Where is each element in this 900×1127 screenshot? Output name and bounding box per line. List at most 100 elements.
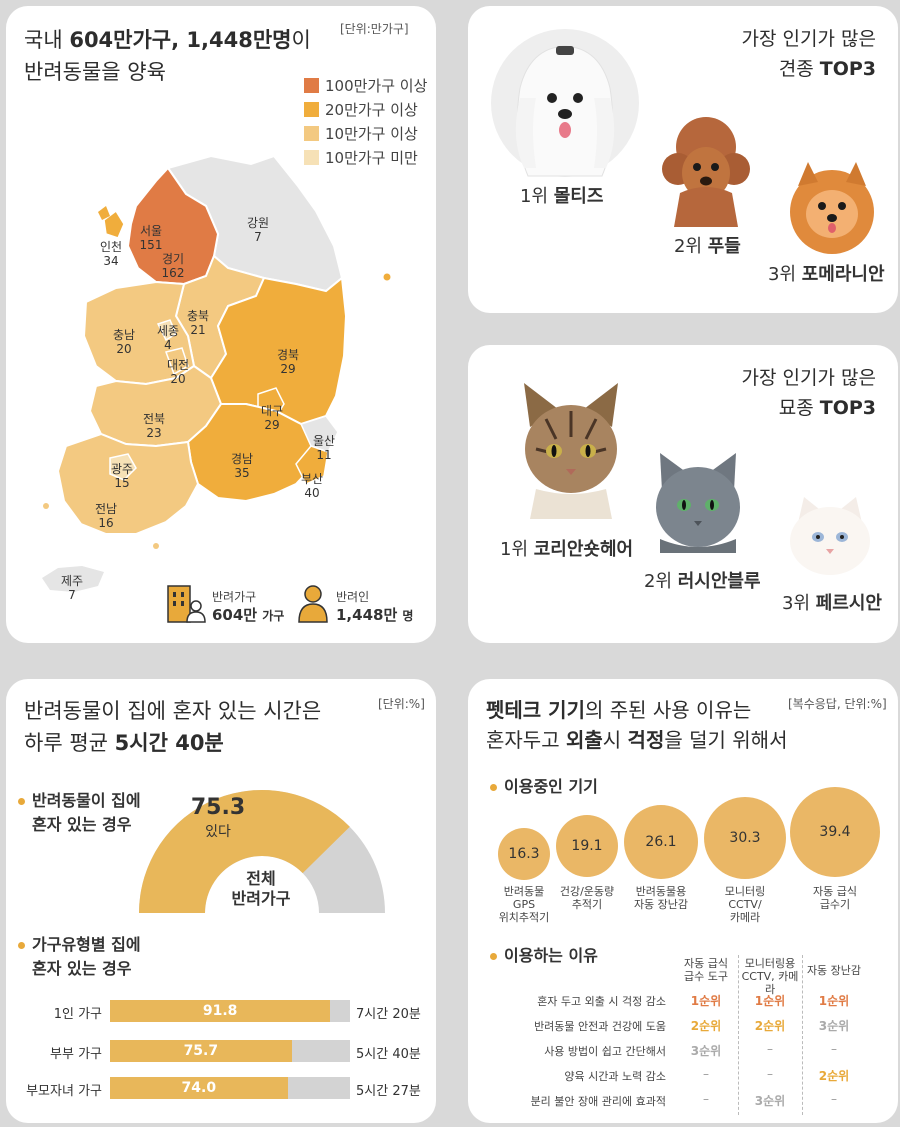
dog-card-title: 가장 인기가 많은 견종 TOP3 <box>741 28 876 80</box>
region-busan <box>295 445 329 485</box>
table-cell: – <box>831 1092 837 1106</box>
dog-rank-3: 3위 포메라니안 <box>768 264 885 285</box>
cat-card: 가장 인기가 많은 묘종 TOP3 1위 코리안숏헤어 2위 러시안블루 <box>468 345 898 643</box>
table-column-header: 자동 급식 급수 도구 <box>684 957 728 983</box>
region-label-jeju: 제주 7 <box>60 574 84 602</box>
households-stat: 반려가구 604만 가구 <box>212 590 285 624</box>
region-label-incheon: 인천 34 <box>99 240 123 268</box>
device-label: 반려동물 GPS 위치추적기 <box>498 885 550 924</box>
region-label-gangwon: 강원 7 <box>246 216 270 244</box>
table-row-label: 혼자 두고 외출 시 걱정 감소 <box>537 995 666 1008</box>
table-cell: 1순위 <box>818 994 850 1008</box>
region-label-jeonnam: 전남 16 <box>94 502 118 530</box>
section-heading-household: 가구유형별 집에 혼자 있는 경우 <box>18 933 141 981</box>
pomeranian-image <box>790 162 874 254</box>
poodle-image <box>662 117 750 227</box>
table-cell: – <box>767 1042 773 1056</box>
unit-label: [단위:%] <box>378 697 425 711</box>
device-label: 모니터링 CCTV/카메라 <box>724 885 766 924</box>
table-cell: – <box>703 1067 709 1081</box>
table-column-header: 자동 장난감 <box>806 964 862 977</box>
table-row-label: 사용 방법이 쉽고 간단해서 <box>544 1045 666 1058</box>
table-cell: 2순위 <box>754 1019 786 1033</box>
table-row-label: 반려동물 안전과 건강에 도움 <box>534 1020 666 1033</box>
table-cell: – <box>767 1067 773 1081</box>
device-bubble: 19.1 <box>556 815 618 877</box>
region-label-daegu: 대구 29 <box>260 404 284 432</box>
person-icon <box>296 582 330 624</box>
bar-fill: 74.0 <box>110 1077 288 1099</box>
region-ulsan <box>299 415 339 453</box>
bar-fill: 91.8 <box>110 1000 331 1022</box>
table-cell: 2순위 <box>818 1069 850 1083</box>
device-label: 건강/운동량 추적기 <box>559 885 615 911</box>
pettech-title: 펫테크 기기의 주된 사용 이유는 혼자두고 외출시 걱정을 덜기 위해서 <box>486 698 788 752</box>
unit-label: [단위:만가구] <box>340 22 409 36</box>
section-heading-reasons: 이용하는 이유 <box>490 944 598 968</box>
bar-track: 91.8 <box>110 1000 350 1022</box>
korea-map <box>42 154 391 592</box>
persian-image <box>790 497 870 575</box>
region-label-daejeon: 대전 20 <box>166 358 190 386</box>
bar-fill: 75.7 <box>110 1040 292 1062</box>
bar-label: 1인 가구 <box>53 1007 102 1022</box>
section-heading-devices: 이용중인 기기 <box>490 775 598 799</box>
table-column-header: 모니터링용 CCTV, 카메라 <box>741 957 799 996</box>
russian-blue-image <box>656 453 740 553</box>
people-stat: 반려인 1,448만 명 <box>336 590 414 624</box>
bar-time: 5시간 27분 <box>356 1084 421 1099</box>
region-gyeongbuk <box>209 276 348 426</box>
bar-track: 74.0 <box>110 1077 350 1099</box>
table-cell: 3순위 <box>754 1094 786 1108</box>
gauge-center-label: 전체 반려가구 <box>231 869 291 908</box>
device-bubble: 16.3 <box>498 828 550 880</box>
device-bubble: 26.1 <box>624 805 698 879</box>
device-label: 자동 급식 급수기 <box>813 885 857 911</box>
table-cell: 3순위 <box>690 1044 722 1058</box>
section-heading-alone: 반려동물이 집에 혼자 있는 경우 <box>18 789 141 837</box>
cat-card-title: 가장 인기가 많은 묘종 TOP3 <box>741 367 876 419</box>
dog-rank-1: 1위 몰티즈 <box>520 186 604 207</box>
region-jeju <box>42 566 104 592</box>
region-label-jeonbuk: 전북 23 <box>142 412 166 440</box>
alone-gauge <box>139 789 385 913</box>
region-label-busan: 부산 40 <box>300 472 324 500</box>
region-label-gyeonggi: 경기 162 <box>161 252 185 280</box>
korean-shorthair-image <box>524 383 618 519</box>
table-row-label: 양육 시간과 노력 감소 <box>564 1070 666 1083</box>
cat-rank-1: 1위 코리안숏헤어 <box>500 539 634 560</box>
dog-rank-2: 2위 푸들 <box>674 236 741 257</box>
region-jeonnam <box>56 432 200 535</box>
table-cell: 3순위 <box>818 1019 850 1033</box>
cat-rank-2: 2위 러시안블루 <box>644 571 761 592</box>
legend-item: 100만가구 이상 <box>304 75 427 96</box>
region-daejeon <box>165 347 189 376</box>
device-label: 반려동물용 자동 장난감 <box>633 885 689 911</box>
device-bubble: 30.3 <box>704 797 786 879</box>
legend-item: 20만가구 이상 <box>304 99 418 120</box>
alone-time-card: 반려동물이 집에 혼자 있는 시간은 하루 평균 5시간 40분 [단위:%] … <box>6 679 436 1123</box>
unit-label: [복수응답, 단위:%] <box>788 697 887 711</box>
table-cell: 1순위 <box>754 994 786 1008</box>
cat-rank-3: 3위 페르시안 <box>782 593 882 614</box>
table-row-label: 분리 불안 장애 관리에 효과적 <box>530 1095 666 1108</box>
household-icon <box>166 582 206 624</box>
bar-track: 75.7 <box>110 1040 350 1062</box>
maltese-image <box>491 29 639 177</box>
region-gwangju <box>109 453 137 481</box>
table-cell: 2순위 <box>690 1019 722 1033</box>
device-bubble: 39.4 <box>790 787 880 877</box>
table-cell: – <box>703 1092 709 1106</box>
legend-item: 10만가구 미만 <box>304 147 418 168</box>
region-label-gwangju: 광주 15 <box>110 462 134 490</box>
bar-time: 5시간 40분 <box>356 1047 421 1062</box>
region-label-ulsan: 울산 11 <box>312 434 336 462</box>
gauge-value: 75.3 있다 <box>190 795 246 840</box>
dog-card: 가장 인기가 많은 견종 TOP3 1위 몰티즈 2위 푸들 3 <box>468 6 898 313</box>
region-label-seoul: 서울 151 <box>139 224 163 252</box>
region-label-gyeongnam: 경남 35 <box>230 452 254 480</box>
map-card: 국내 604만가구, 1,448만명이 반려동물을 양육 [단위:만가구] 10… <box>6 6 436 643</box>
table-cell: – <box>831 1042 837 1056</box>
region-label-gyeongbuk: 경북 29 <box>276 348 300 376</box>
region-label-chungbuk: 충북 21 <box>186 309 210 337</box>
